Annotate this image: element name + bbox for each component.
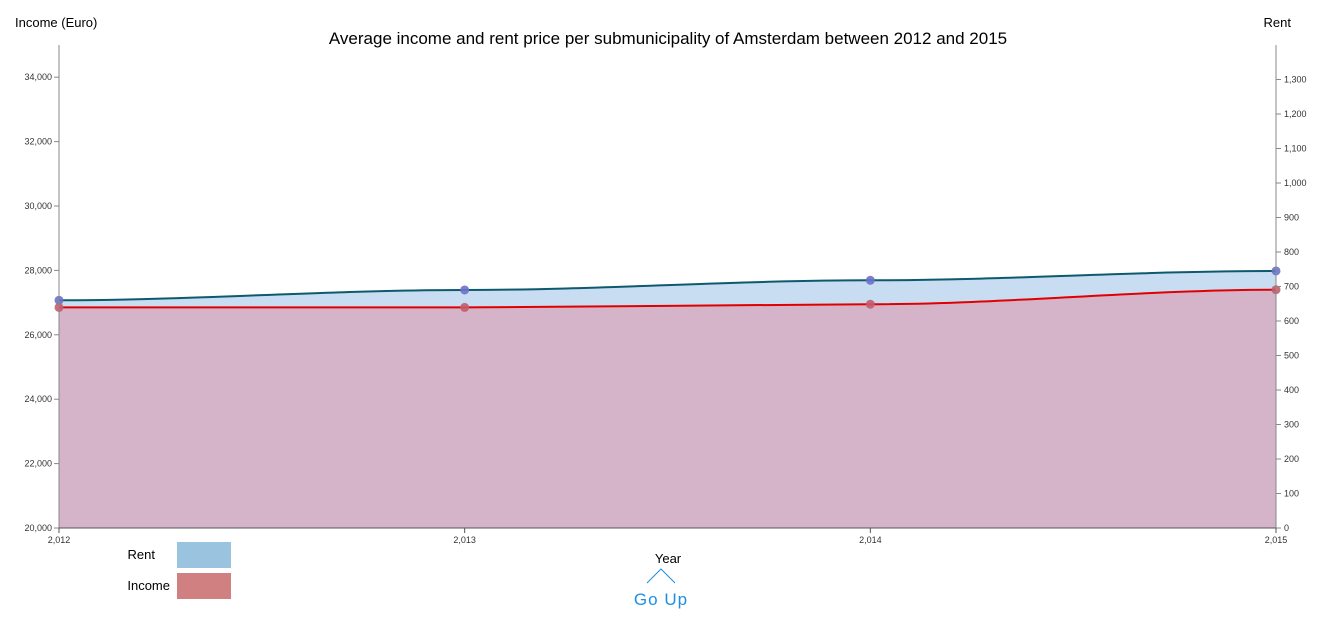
left-axis-tick-label: 32,000: [24, 137, 52, 147]
right-axis-tick-label: 0: [1284, 523, 1289, 533]
legend-label-income: Income: [127, 578, 170, 593]
go-up-button[interactable]: Go Up: [634, 568, 688, 609]
right-axis-tick-label: 1,300: [1284, 75, 1307, 85]
right-axis-tick-label: 1,200: [1284, 109, 1307, 119]
legend-label-rent: Rent: [128, 547, 156, 562]
left-axis-tick-label: 20,000: [24, 523, 52, 533]
go-up-label[interactable]: Go Up: [634, 590, 688, 609]
legend-swatch-income: [177, 573, 231, 599]
area-income: [59, 289, 1276, 528]
axes: 20,000 22,000 24,000 26,000 28,000 30,000 32,0…: [24, 45, 1307, 545]
left-axis-title: Income (Euro): [15, 15, 97, 30]
point-rent-2013: [460, 285, 470, 295]
left-axis-tick-label: 34,000: [24, 72, 52, 82]
right-axis-tick-label: 700: [1284, 282, 1299, 292]
line-rent: [58, 269, 1277, 302]
point-rent-2014: [865, 275, 875, 285]
legend-swatch-rent: [177, 542, 231, 568]
right-axis-tick-label: 1,100: [1284, 144, 1307, 154]
chart-title: Average income and rent price per submun…: [329, 29, 1007, 48]
plot-lines: [58, 269, 1277, 309]
legend: Rent Income: [127, 542, 231, 599]
x-axis-tick-label: 2,013: [453, 535, 476, 545]
plot-markers: [54, 266, 1281, 312]
left-axis-tick-label: 26,000: [24, 330, 52, 340]
right-axis-tick-label: 900: [1284, 213, 1299, 223]
right-axis-title: Rent: [1264, 15, 1292, 30]
right-axis-tick-label: 1,000: [1284, 178, 1307, 188]
x-axis-title: Year: [655, 551, 682, 566]
left-axis-tick-label: 22,000: [24, 459, 52, 469]
line-income: [58, 288, 1277, 309]
left-axis-tick-label: 30,000: [24, 201, 52, 211]
right-axis-tick-label: 200: [1284, 454, 1299, 464]
point-income-2014: [865, 299, 875, 309]
right-axis-tick-label: 800: [1284, 247, 1299, 257]
x-axis-tick-label: 2,012: [48, 535, 71, 545]
x-axis-tick-label: 2,015: [1265, 535, 1288, 545]
point-income-2013: [460, 302, 470, 312]
right-axis-tick-label: 400: [1284, 385, 1299, 395]
right-axis-tick-label: 500: [1284, 351, 1299, 361]
right-axis-tick-label: 300: [1284, 420, 1299, 430]
left-axis-tick-label: 24,000: [24, 394, 52, 404]
right-axis-tick-label: 100: [1284, 489, 1299, 499]
x-axis-tick-label: 2,014: [859, 535, 882, 545]
plot-areas: [59, 270, 1276, 528]
chevron-up-icon[interactable]: [646, 568, 676, 584]
left-axis-tick-label: 28,000: [24, 265, 52, 275]
right-axis-tick-label: 600: [1284, 316, 1299, 326]
